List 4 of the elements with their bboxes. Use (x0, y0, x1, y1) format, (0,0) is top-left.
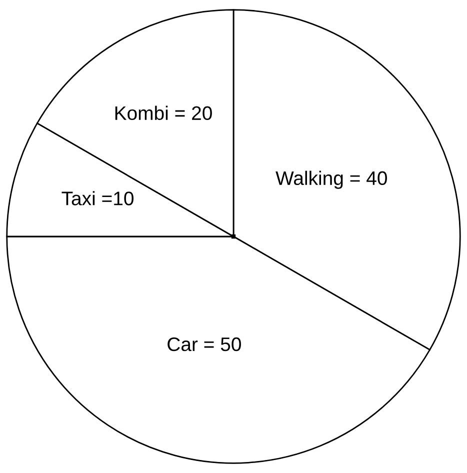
slice-label: Car = 50 (168, 337, 241, 352)
slice-label: Kombi = 20 (115, 106, 212, 120)
slice-label: Taxi =10 (62, 191, 134, 206)
slice-label: Walking = 40 (276, 170, 387, 189)
